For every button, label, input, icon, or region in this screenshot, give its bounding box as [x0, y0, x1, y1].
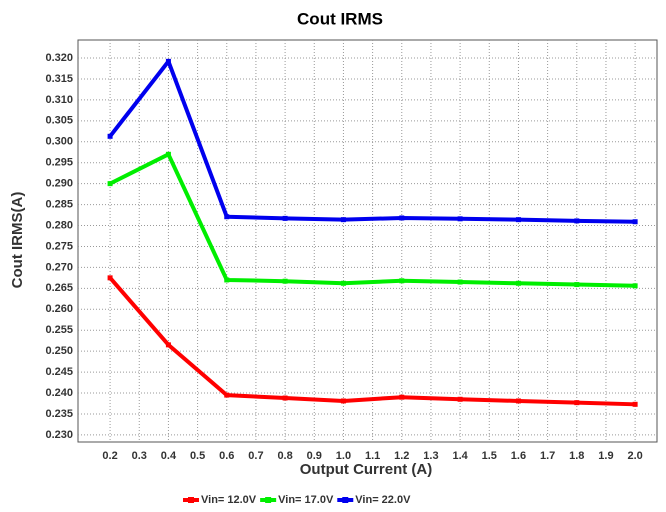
- x-tick-label: 0.3: [132, 450, 147, 462]
- x-tick-label: 1.5: [482, 450, 497, 462]
- plot-frame: [77, 39, 658, 443]
- data-point: [515, 398, 521, 404]
- x-tick-label: 1.9: [598, 450, 613, 462]
- y-tick-label: 0.310: [45, 94, 73, 106]
- data-point: [574, 400, 580, 406]
- data-point: [515, 217, 521, 223]
- x-tick-label: 2.0: [627, 450, 642, 462]
- y-tick-label: 0.270: [45, 261, 73, 273]
- series-line: [108, 276, 636, 407]
- legend-label: Vin= 12.0V: [201, 494, 257, 506]
- x-tick-label: 0.9: [307, 450, 322, 462]
- data-point: [457, 216, 463, 222]
- y-tick-label: 0.295: [45, 157, 73, 169]
- y-tick-label: 0.290: [45, 178, 73, 190]
- y-axis-label: Cout IRMS(A): [9, 192, 26, 289]
- y-tick-label: 0.255: [45, 324, 73, 336]
- y-tick-label: 0.275: [45, 240, 73, 252]
- y-tick-label: 0.245: [45, 366, 73, 378]
- data-point: [632, 283, 638, 289]
- data-point: [282, 395, 288, 401]
- data-point: [165, 342, 171, 348]
- y-tick-label: 0.285: [45, 198, 73, 210]
- x-tick-label: 1.0: [336, 450, 351, 462]
- data-point: [340, 398, 346, 404]
- data-point: [340, 280, 346, 286]
- x-tick-label: 0.7: [248, 450, 263, 462]
- data-point: [574, 218, 580, 224]
- x-tick-label: 0.6: [219, 450, 234, 462]
- y-tick-label: 0.300: [45, 136, 73, 148]
- y-tick-label: 0.320: [45, 52, 73, 64]
- data-point: [399, 215, 405, 221]
- data-point: [515, 280, 521, 286]
- x-tick-label: 1.8: [569, 450, 584, 462]
- y-tick-label: 0.230: [45, 429, 73, 441]
- legend-label: Vin= 17.0V: [278, 494, 334, 506]
- x-tick-label: 1.6: [511, 450, 526, 462]
- y-tick-label: 0.250: [45, 345, 73, 357]
- data-point: [399, 394, 405, 400]
- series-line: [108, 59, 636, 224]
- data-point: [107, 181, 113, 187]
- legend-label: Vin= 22.0V: [355, 494, 411, 506]
- x-axis-label: Output Current (A): [300, 461, 432, 478]
- legend-swatch: [188, 497, 194, 503]
- data-point: [399, 278, 405, 284]
- data-point: [107, 275, 113, 281]
- x-tick-label: 1.7: [540, 450, 555, 462]
- series-line: [109, 152, 636, 288]
- y-tick-label: 0.240: [45, 387, 73, 399]
- y-tick-label: 0.260: [45, 303, 73, 315]
- data-point: [165, 58, 171, 64]
- x-tick-label: 0.4: [161, 450, 177, 462]
- data-point: [632, 219, 638, 225]
- legend-swatch: [265, 497, 272, 503]
- data-point: [574, 282, 580, 288]
- data-point: [457, 279, 463, 285]
- y-tick-label: 0.265: [45, 282, 73, 294]
- legend-swatch: [342, 497, 349, 503]
- y-tick-label: 0.305: [45, 115, 73, 127]
- chart-title: Cout IRMS: [297, 9, 383, 28]
- y-tick-label: 0.280: [45, 219, 73, 231]
- y-tick-label: 0.235: [45, 408, 73, 420]
- data-point: [457, 396, 463, 402]
- x-tick-label: 1.1: [365, 450, 380, 462]
- data-point: [165, 151, 171, 157]
- x-tick-label: 1.3: [423, 450, 438, 462]
- data-point: [224, 392, 230, 398]
- data-point: [340, 217, 346, 223]
- x-tick-label: 1.2: [394, 450, 409, 462]
- data-point: [282, 215, 288, 221]
- x-tick-label: 1.4: [452, 450, 468, 462]
- x-tick-label: 0.5: [190, 450, 205, 462]
- data-point: [282, 278, 288, 284]
- data-point: [107, 133, 113, 139]
- data-point: [632, 401, 638, 407]
- y-tick-label: 0.315: [45, 73, 73, 85]
- data-point: [224, 277, 230, 283]
- data-point: [224, 214, 230, 220]
- x-tick-label: 0.8: [277, 450, 292, 462]
- x-tick-label: 0.2: [102, 450, 117, 462]
